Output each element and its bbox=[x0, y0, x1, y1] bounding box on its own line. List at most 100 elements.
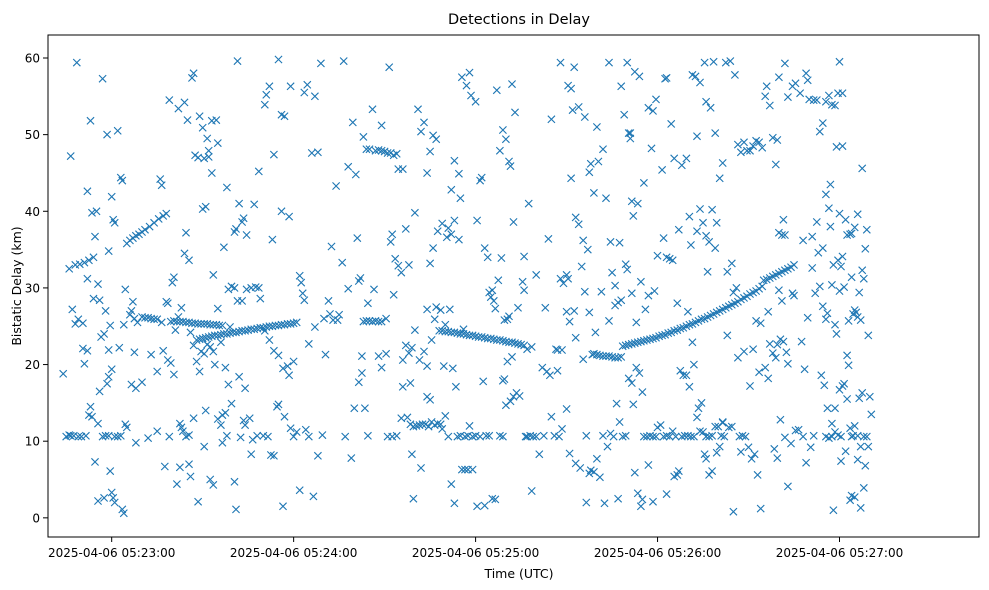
data-point bbox=[756, 319, 765, 328]
data-point bbox=[565, 317, 574, 326]
data-point bbox=[644, 291, 653, 300]
y-tick-label: 60 bbox=[25, 51, 40, 65]
data-point bbox=[703, 267, 712, 276]
data-point bbox=[783, 482, 792, 491]
data-point bbox=[221, 408, 230, 417]
data-point bbox=[753, 470, 762, 479]
data-point bbox=[195, 367, 204, 376]
data-point bbox=[627, 289, 636, 298]
data-point bbox=[418, 420, 427, 429]
data-point bbox=[414, 105, 422, 114]
data-point bbox=[668, 256, 677, 265]
data-point bbox=[592, 350, 601, 359]
data-point bbox=[386, 237, 395, 246]
data-point bbox=[823, 309, 832, 318]
data-point bbox=[655, 332, 664, 341]
data-point bbox=[649, 432, 657, 441]
data-point bbox=[838, 252, 847, 261]
data-point bbox=[300, 88, 309, 97]
data-point bbox=[295, 486, 304, 495]
data-point bbox=[100, 493, 109, 502]
data-point bbox=[74, 432, 83, 441]
data-point bbox=[696, 78, 704, 87]
data-point bbox=[274, 55, 283, 64]
data-point bbox=[189, 414, 198, 423]
data-point bbox=[186, 472, 195, 481]
data-point bbox=[827, 419, 836, 428]
data-point bbox=[494, 276, 503, 285]
data-point bbox=[700, 58, 709, 67]
data-point bbox=[128, 297, 137, 306]
data-point bbox=[119, 509, 128, 518]
data-point bbox=[442, 233, 451, 242]
data-point bbox=[749, 142, 758, 151]
data-point bbox=[835, 57, 844, 66]
data-point bbox=[344, 162, 353, 171]
data-point bbox=[500, 375, 509, 384]
data-point bbox=[850, 421, 859, 430]
data-point bbox=[479, 377, 488, 386]
data-point bbox=[518, 277, 527, 286]
data-point bbox=[679, 371, 688, 380]
data-point bbox=[477, 333, 486, 341]
data-point bbox=[165, 432, 174, 441]
data-point bbox=[495, 431, 504, 440]
data-point bbox=[715, 174, 724, 183]
data-point bbox=[826, 180, 835, 189]
data-point bbox=[831, 101, 839, 110]
data-point bbox=[697, 398, 706, 407]
data-point bbox=[215, 321, 224, 330]
data-point bbox=[541, 303, 550, 312]
data-point bbox=[556, 274, 565, 283]
data-point bbox=[799, 432, 808, 441]
data-point bbox=[363, 431, 372, 440]
data-point bbox=[265, 82, 274, 91]
data-point bbox=[579, 355, 588, 364]
data-point bbox=[78, 344, 87, 353]
data-point bbox=[831, 320, 839, 329]
data-point bbox=[410, 326, 419, 335]
data-point bbox=[230, 283, 239, 292]
data-point bbox=[712, 218, 721, 227]
data-point bbox=[750, 450, 759, 459]
data-point bbox=[459, 325, 468, 334]
data-point bbox=[774, 286, 783, 295]
data-point bbox=[635, 72, 644, 81]
data-point bbox=[783, 359, 792, 368]
data-point bbox=[454, 169, 463, 178]
data-point bbox=[579, 236, 588, 245]
data-point bbox=[197, 319, 206, 328]
data-point bbox=[444, 432, 453, 441]
data-point bbox=[711, 129, 720, 138]
data-point bbox=[776, 415, 785, 424]
data-point bbox=[457, 73, 466, 82]
data-point bbox=[711, 244, 720, 253]
data-point bbox=[505, 312, 513, 321]
data-point bbox=[696, 205, 704, 213]
data-point bbox=[289, 357, 298, 366]
data-point bbox=[809, 96, 818, 105]
data-point bbox=[153, 315, 162, 324]
data-point bbox=[858, 164, 867, 173]
data-point bbox=[495, 146, 504, 155]
data-point bbox=[635, 369, 644, 377]
data-point bbox=[406, 379, 415, 387]
data-point bbox=[192, 357, 201, 366]
data-point bbox=[771, 353, 780, 362]
data-point bbox=[426, 259, 435, 268]
data-point bbox=[647, 144, 656, 153]
data-point bbox=[471, 97, 480, 106]
data-point bbox=[113, 126, 122, 135]
data-point bbox=[659, 432, 668, 441]
data-point bbox=[241, 421, 250, 430]
data-point bbox=[348, 118, 357, 127]
data-point bbox=[239, 416, 248, 425]
y-axis: 0 10 20 30 40 50 60 bbox=[25, 51, 48, 525]
data-point bbox=[691, 72, 700, 81]
data-point bbox=[397, 268, 406, 277]
data-point bbox=[773, 340, 782, 349]
data-point bbox=[473, 502, 482, 511]
data-point bbox=[83, 346, 92, 355]
data-point bbox=[674, 225, 683, 234]
data-point bbox=[188, 73, 196, 82]
